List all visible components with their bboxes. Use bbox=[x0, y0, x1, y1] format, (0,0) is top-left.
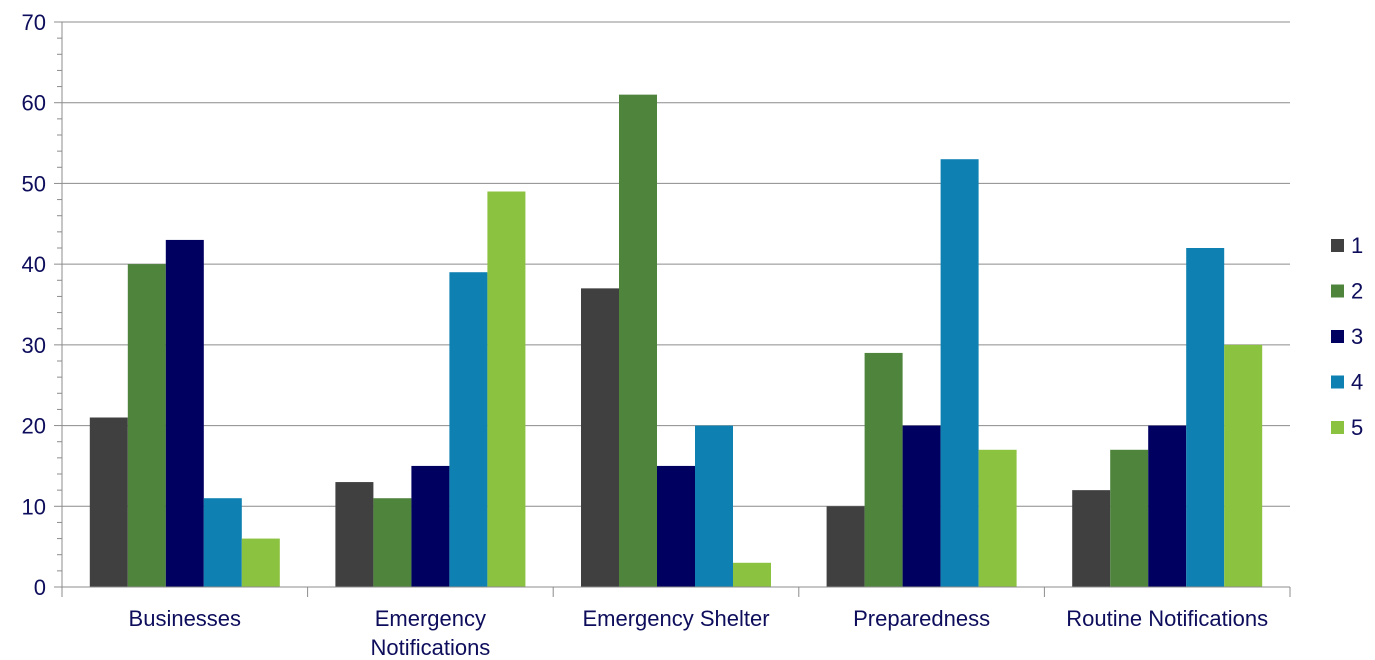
y-tick-label: 20 bbox=[22, 414, 46, 439]
legend-swatch bbox=[1331, 375, 1344, 389]
bar bbox=[411, 465, 450, 587]
legend-swatch bbox=[1331, 330, 1344, 343]
bar bbox=[165, 239, 204, 587]
bar bbox=[657, 465, 695, 587]
x-tick-label: Emergency bbox=[375, 606, 486, 631]
bar bbox=[1148, 425, 1187, 587]
axes: 0 10 20 30 40 50 60 70 Businesses Emergency Notifi… bbox=[22, 10, 1291, 660]
legend-swatch bbox=[1331, 239, 1344, 252]
gridlines bbox=[62, 21, 1290, 507]
legend-swatch bbox=[1331, 421, 1344, 434]
legend-label: 5 bbox=[1351, 415, 1363, 440]
bar bbox=[733, 562, 771, 587]
legend: 1 2 3 4 5 bbox=[1331, 233, 1363, 440]
bar bbox=[940, 159, 979, 587]
x-tick-label: Businesses bbox=[129, 606, 242, 631]
legend-label: 4 bbox=[1351, 370, 1363, 395]
bar bbox=[902, 425, 941, 587]
bar bbox=[127, 264, 166, 587]
y-tick-label: 70 bbox=[22, 10, 46, 35]
y-tick-label: 40 bbox=[22, 252, 46, 277]
legend-swatch bbox=[1331, 284, 1344, 298]
bar bbox=[1224, 344, 1263, 587]
legend-label: 2 bbox=[1351, 279, 1363, 304]
legend-label: 3 bbox=[1351, 324, 1363, 349]
bar bbox=[1072, 490, 1111, 587]
bar bbox=[487, 191, 526, 587]
bar bbox=[978, 449, 1017, 587]
bar bbox=[89, 417, 128, 587]
y-tick-label: 30 bbox=[22, 333, 46, 358]
legend-label: 1 bbox=[1351, 233, 1363, 258]
bar bbox=[826, 506, 865, 587]
bar bbox=[864, 352, 903, 587]
x-tick-label: Preparedness bbox=[853, 606, 990, 631]
bar bbox=[373, 498, 412, 587]
y-tick-label: 60 bbox=[22, 91, 46, 116]
bar bbox=[335, 482, 374, 587]
bar bbox=[581, 288, 619, 587]
y-tick-label: 10 bbox=[22, 494, 46, 519]
x-tick-label: Emergency Shelter bbox=[582, 606, 769, 631]
bar bbox=[241, 538, 280, 587]
x-tick-label: Notifications bbox=[370, 635, 490, 660]
x-tick-label: Routine Notifications bbox=[1066, 606, 1268, 631]
bar bbox=[1110, 449, 1149, 587]
bar bbox=[695, 425, 733, 587]
bar bbox=[203, 498, 242, 587]
bar bbox=[449, 272, 488, 587]
bar bbox=[619, 94, 657, 588]
bars bbox=[89, 94, 1263, 588]
bar bbox=[1186, 248, 1225, 587]
y-tick-label: 50 bbox=[22, 171, 46, 196]
y-tick-label: 0 bbox=[34, 575, 46, 600]
